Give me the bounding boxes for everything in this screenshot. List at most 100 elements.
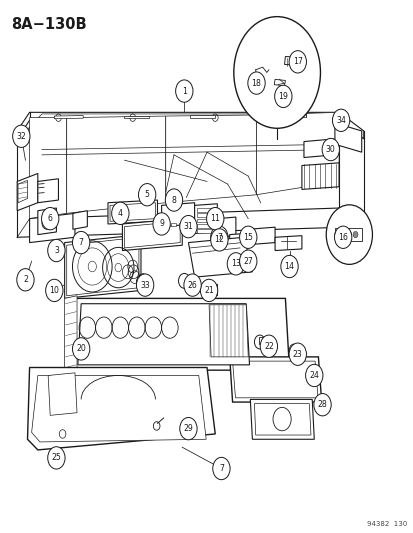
Text: 25: 25 <box>51 454 61 463</box>
Text: 12: 12 <box>214 236 224 245</box>
Polygon shape <box>256 112 338 195</box>
Circle shape <box>210 226 228 248</box>
Polygon shape <box>110 203 155 221</box>
Polygon shape <box>78 304 249 365</box>
Circle shape <box>340 231 345 238</box>
Circle shape <box>13 125 30 148</box>
Circle shape <box>138 183 155 206</box>
Text: 13: 13 <box>230 260 240 268</box>
Circle shape <box>206 207 223 230</box>
Polygon shape <box>18 180 27 203</box>
Polygon shape <box>258 337 266 344</box>
Text: 2: 2 <box>23 275 28 284</box>
Circle shape <box>47 447 65 469</box>
Polygon shape <box>229 357 321 402</box>
Polygon shape <box>185 223 191 225</box>
Circle shape <box>72 338 90 360</box>
Circle shape <box>334 231 339 238</box>
Polygon shape <box>108 200 157 224</box>
Polygon shape <box>69 298 289 370</box>
Circle shape <box>179 215 197 238</box>
Polygon shape <box>73 211 87 229</box>
Circle shape <box>212 457 230 480</box>
Text: 4: 4 <box>118 209 123 218</box>
Polygon shape <box>64 235 141 298</box>
Text: 10: 10 <box>49 286 59 295</box>
Polygon shape <box>303 139 333 158</box>
Circle shape <box>288 343 306 366</box>
Text: 14: 14 <box>284 262 294 271</box>
Polygon shape <box>178 223 183 225</box>
Text: 5: 5 <box>145 190 149 199</box>
Polygon shape <box>31 375 206 442</box>
Text: 17: 17 <box>292 58 302 66</box>
Circle shape <box>112 202 129 224</box>
Circle shape <box>321 139 339 161</box>
Text: 7: 7 <box>78 238 83 247</box>
Polygon shape <box>248 227 274 245</box>
Text: 16: 16 <box>337 233 347 242</box>
Text: 30: 30 <box>325 145 335 154</box>
Polygon shape <box>171 223 176 225</box>
Circle shape <box>41 207 59 230</box>
Polygon shape <box>124 221 180 248</box>
Polygon shape <box>190 115 215 118</box>
Circle shape <box>305 365 322 386</box>
Polygon shape <box>196 224 215 228</box>
Circle shape <box>313 393 330 416</box>
Circle shape <box>45 279 63 302</box>
Circle shape <box>334 226 351 248</box>
Circle shape <box>227 253 244 275</box>
Polygon shape <box>48 373 77 415</box>
Polygon shape <box>17 173 38 211</box>
Text: 3: 3 <box>54 246 59 255</box>
Polygon shape <box>301 163 338 189</box>
Text: 15: 15 <box>243 233 253 242</box>
Polygon shape <box>29 213 75 243</box>
Polygon shape <box>196 208 215 212</box>
Circle shape <box>274 85 291 108</box>
Polygon shape <box>209 305 248 357</box>
Polygon shape <box>124 116 149 118</box>
Polygon shape <box>284 56 303 66</box>
Polygon shape <box>25 114 347 132</box>
Polygon shape <box>27 368 215 450</box>
Text: 8: 8 <box>171 196 176 205</box>
Circle shape <box>288 51 306 73</box>
Circle shape <box>233 17 320 128</box>
Text: 7: 7 <box>218 464 223 473</box>
Circle shape <box>247 72 265 94</box>
Polygon shape <box>17 112 363 139</box>
Circle shape <box>165 189 182 211</box>
Text: 28: 28 <box>317 400 327 409</box>
Polygon shape <box>122 219 182 251</box>
Circle shape <box>332 109 349 132</box>
Polygon shape <box>254 403 310 435</box>
Polygon shape <box>334 228 361 241</box>
Circle shape <box>175 80 192 102</box>
Polygon shape <box>29 118 66 219</box>
Circle shape <box>47 239 65 262</box>
Circle shape <box>260 335 277 358</box>
Text: 27: 27 <box>243 257 252 265</box>
Text: 11: 11 <box>210 214 220 223</box>
Polygon shape <box>194 204 217 233</box>
Circle shape <box>179 417 197 440</box>
Text: 20: 20 <box>76 344 86 353</box>
Circle shape <box>325 205 372 264</box>
Text: 19: 19 <box>278 92 287 101</box>
Circle shape <box>280 255 297 278</box>
Circle shape <box>72 231 90 254</box>
Text: 34: 34 <box>335 116 345 125</box>
Polygon shape <box>196 219 215 222</box>
Polygon shape <box>274 236 301 251</box>
Polygon shape <box>232 361 317 398</box>
Polygon shape <box>196 213 215 217</box>
Text: 23: 23 <box>292 350 302 359</box>
Polygon shape <box>188 237 252 277</box>
Text: 7: 7 <box>216 233 221 242</box>
Text: 24: 24 <box>309 371 318 380</box>
Polygon shape <box>268 115 305 117</box>
Polygon shape <box>229 233 244 249</box>
Polygon shape <box>161 203 194 227</box>
